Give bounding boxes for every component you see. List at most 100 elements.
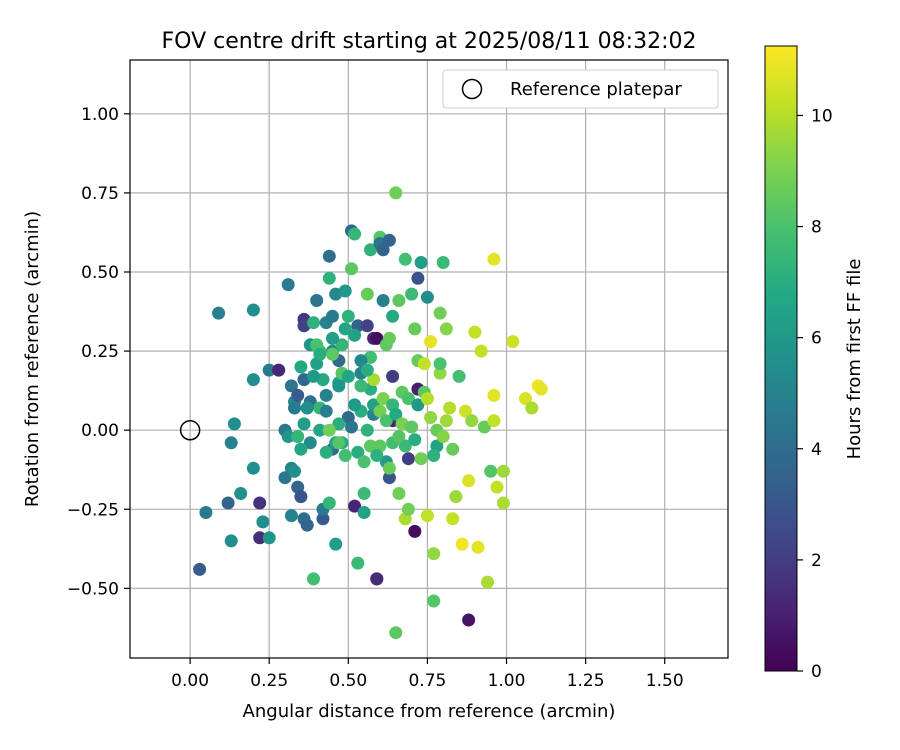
data-point xyxy=(354,354,368,368)
data-point xyxy=(398,252,412,266)
data-point xyxy=(433,306,447,320)
data-point xyxy=(411,271,425,285)
data-point xyxy=(332,379,346,393)
data-point xyxy=(496,464,510,478)
data-point xyxy=(281,278,295,292)
data-point xyxy=(389,407,403,421)
colorbar-tick-label: 6 xyxy=(811,329,822,349)
data-point xyxy=(335,338,349,352)
data-point xyxy=(313,347,327,361)
data-point xyxy=(401,502,415,516)
data-point xyxy=(392,430,406,443)
legend-reference-marker xyxy=(461,78,483,100)
data-point xyxy=(401,452,415,466)
x-tick-label: 0.25 xyxy=(250,671,288,691)
data-point xyxy=(338,322,352,336)
chart-title: FOV centre drift starting at 2025/08/11 … xyxy=(162,29,697,54)
data-point xyxy=(329,537,343,551)
y-tick-label: 0.25 xyxy=(81,342,119,362)
data-point xyxy=(443,401,457,415)
data-point xyxy=(481,575,494,589)
data-point xyxy=(496,496,510,510)
data-point xyxy=(487,414,501,428)
data-point xyxy=(414,256,428,269)
data-point xyxy=(338,449,352,462)
data-point xyxy=(433,366,447,380)
colorbar-ticks: 0 2 4 6 8 10 xyxy=(797,106,833,682)
data-point xyxy=(382,471,396,485)
data-point xyxy=(313,423,327,437)
data-point xyxy=(446,512,460,526)
data-point xyxy=(408,524,422,538)
data-point xyxy=(439,322,453,336)
data-point xyxy=(345,420,358,434)
data-point xyxy=(436,430,450,443)
data-point xyxy=(227,417,241,431)
data-point xyxy=(288,401,301,415)
data-point xyxy=(316,512,330,526)
colorbar-gradient xyxy=(764,45,798,672)
data-point xyxy=(386,369,400,383)
data-point xyxy=(278,471,292,485)
legend: Reference platepar xyxy=(442,69,719,109)
data-point xyxy=(326,331,339,345)
data-point xyxy=(224,436,238,450)
data-point xyxy=(382,331,396,345)
data-point xyxy=(224,534,238,548)
data-point xyxy=(322,249,336,263)
data-point xyxy=(398,439,412,453)
legend-box xyxy=(442,69,719,109)
data-point xyxy=(405,420,419,434)
data-point xyxy=(405,287,419,301)
data-point xyxy=(364,439,377,453)
grid-lines xyxy=(130,60,728,658)
data-point xyxy=(297,417,311,431)
data-point xyxy=(291,388,305,402)
data-point xyxy=(471,540,485,554)
data-point xyxy=(326,347,339,361)
colorbar-tick-label: 4 xyxy=(811,440,822,460)
x-tick-label: 1.00 xyxy=(488,671,526,691)
data-point xyxy=(389,186,403,200)
data-point xyxy=(357,455,371,469)
data-point xyxy=(462,613,476,627)
data-point xyxy=(424,411,438,424)
data-point xyxy=(193,562,207,576)
data-point xyxy=(436,256,450,269)
data-point xyxy=(414,452,428,466)
data-point xyxy=(408,433,422,447)
data-point xyxy=(348,499,362,513)
data-point xyxy=(357,487,371,500)
x-axis-label: Angular distance from reference (arcmin) xyxy=(243,701,616,722)
data-point xyxy=(281,430,295,443)
data-point xyxy=(360,423,374,437)
data-point xyxy=(427,449,441,462)
data-point xyxy=(253,531,267,545)
colorbar-tick-label: 10 xyxy=(811,106,833,126)
data-points xyxy=(179,186,548,640)
data-point xyxy=(246,373,260,387)
data-point xyxy=(300,401,314,415)
data-point xyxy=(487,388,501,402)
data-point xyxy=(351,445,365,459)
data-point xyxy=(256,515,270,529)
data-point xyxy=(417,357,431,371)
x-tick-label: 0.00 xyxy=(171,671,209,691)
data-point xyxy=(411,398,425,412)
data-point xyxy=(408,322,422,336)
data-point xyxy=(389,626,403,640)
data-point xyxy=(506,335,520,349)
data-point xyxy=(348,398,362,412)
data-point xyxy=(439,414,453,428)
data-point xyxy=(367,373,381,387)
data-point xyxy=(351,556,365,570)
data-point xyxy=(382,461,396,475)
data-point xyxy=(392,487,406,500)
data-point xyxy=(212,306,226,320)
data-point xyxy=(455,537,469,551)
reference-platepar-marker xyxy=(179,419,201,441)
data-point xyxy=(291,430,305,443)
data-point xyxy=(253,496,267,510)
legend-reference-label: Reference platepar xyxy=(510,79,682,100)
data-point xyxy=(345,262,358,276)
